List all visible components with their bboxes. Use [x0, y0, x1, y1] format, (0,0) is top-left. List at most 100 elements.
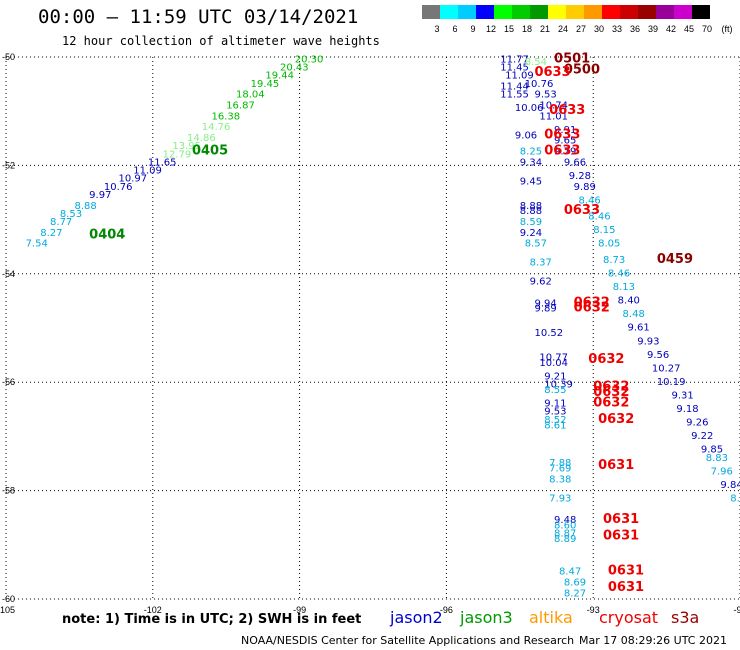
wave-height-label: 11.01 [539, 111, 568, 122]
satellite-legend-s3a: s3a [671, 608, 700, 627]
wave-height-label: 19.45 [251, 79, 280, 90]
pass-time-label: 0631 [608, 580, 644, 595]
wave-height-label: 8.77 [50, 217, 72, 228]
colorbar-label: 30 [594, 24, 604, 34]
colorbar-swatch [512, 5, 530, 19]
satellite-legend-jason3: jason3 [460, 608, 513, 627]
wave-height-label: 9.24 [520, 228, 542, 239]
wave-height-label: 9.22 [691, 431, 713, 442]
wave-height-label: 8.83 [706, 453, 728, 464]
x-tick-label: -105 [0, 605, 15, 615]
colorbar-label: 45 [684, 24, 694, 34]
y-tick-label: -56 [2, 377, 15, 387]
wave-height-label: 7.54 [26, 239, 48, 250]
wave-height-label: 10.76 [104, 182, 133, 193]
pass-time-label: 0633 [544, 127, 580, 142]
wave-height-label: 9.56 [647, 350, 669, 361]
colorbar-swatch [476, 5, 494, 19]
wave-height-label: 10.97 [119, 174, 148, 185]
wave-height-label: 9.48 [554, 515, 576, 526]
wave-height-label: 16.38 [212, 111, 241, 122]
pass-time-label: 0631 [603, 528, 639, 543]
y-tick-label: -54 [2, 269, 15, 279]
colorbar-swatch [602, 5, 620, 19]
wave-height-label: 10.04 [539, 358, 568, 369]
y-tick-label: -52 [2, 160, 15, 170]
wave-height-label: 8.13 [613, 282, 635, 293]
footer-credit: NOAA/NESDIS Center for Satellite Applica… [241, 634, 575, 647]
colorbar-label: 33 [612, 24, 622, 34]
wave-height-label: 8.25 [520, 147, 542, 158]
wave-height-label: 20.30 [295, 54, 324, 65]
x-tick-label: -102 [144, 605, 162, 615]
wave-height-label: 9.31 [671, 390, 693, 401]
wave-height-label: 9.53 [544, 407, 566, 418]
wave-height-label: 11.44 [500, 82, 529, 93]
footer-timestamp: Mar 17 08:29:26 UTC 2021 [579, 634, 727, 647]
colorbar-swatch [566, 5, 584, 19]
pass-time-label: 0632 [593, 379, 629, 394]
pass-time-label: 0632 [588, 352, 624, 367]
wave-height-label: 8.46 [588, 212, 610, 223]
wave-height-label: 10.39 [544, 380, 573, 391]
wave-height-label: 10.74 [539, 100, 568, 111]
pass-time-label: 0633 [564, 203, 600, 218]
pass-time-label: 0632 [574, 295, 610, 310]
pass-time-label: 0632 [574, 301, 610, 316]
chart-title: 00:00 – 11:59 UTC 03/14/2021 [38, 6, 359, 28]
wave-height-label: 11.09 [505, 71, 534, 82]
wave-height-label: 8.53 [60, 209, 82, 220]
colorbar-swatch [620, 5, 638, 19]
x-tick-label: -93 [587, 605, 600, 615]
wave-height-label: 9.61 [627, 323, 649, 334]
footer-note: note: 1) Time is in UTC; 2) SWH is in fe… [62, 612, 362, 627]
wave-height-label: 16.87 [226, 100, 255, 111]
wave-height-label: 18.04 [236, 90, 265, 101]
wave-height-label: 10.76 [525, 79, 554, 90]
x-tick-label: -96 [440, 605, 453, 615]
wave-height-label: 10.77 [539, 353, 568, 364]
wave-height-label: 8.46 [579, 195, 601, 206]
colorbar-swatch [494, 5, 512, 19]
wave-height-label: 8.89 [554, 534, 576, 545]
wave-height-label: 9.94 [534, 298, 556, 309]
wave-height-label: 8.15 [593, 225, 615, 236]
colorbar-label: 9 [470, 24, 475, 34]
colorbar-label: 42 [666, 24, 676, 34]
satellite-legend-cryosat: cryosat [599, 608, 659, 627]
colorbar-label: 6 [452, 24, 457, 34]
colorbar-swatch [530, 5, 548, 19]
chart-subtitle: 12 hour collection of altimeter wave hei… [62, 34, 380, 48]
wave-height-label: 10.52 [534, 328, 563, 339]
colorbar-swatch [692, 5, 710, 19]
wave-height-label: 9.21 [544, 371, 566, 382]
wave-height-label: 9.28 [569, 171, 591, 182]
colorbar-label: 21 [540, 24, 550, 34]
wave-height-label: 8.52 [544, 415, 566, 426]
colorbar-swatch [458, 5, 476, 19]
pass-time-label: 0632 [598, 412, 634, 427]
wave-height-label: 8.88 [520, 201, 542, 212]
wave-height-label: 10.06 [515, 103, 544, 114]
colorbar-swatch [548, 5, 566, 19]
y-tick-label: -50 [2, 52, 15, 62]
colorbar-label: 36 [630, 24, 640, 34]
colorbar-label: 24 [558, 24, 568, 34]
wave-height-label: 8.05 [598, 239, 620, 250]
colorbar-swatch [638, 5, 656, 19]
wave-height-label: 8.40 [618, 296, 640, 307]
colorbar-legend: 3 6 9 12 15 18 21 24 27 30 33 36 39 42 45 70 (ft) [422, 5, 733, 34]
wave-height-label: 11.77 [500, 54, 529, 65]
pass-time-label: 0500 [564, 62, 600, 77]
wave-height-label: 8.37 [530, 258, 552, 269]
colorbar-label: 3 [434, 24, 439, 34]
wave-height-label: 9.89 [574, 182, 596, 193]
wave-height-label: 8.59 [520, 217, 542, 228]
satellite-legend-altika: altika [529, 608, 573, 627]
wave-height-label: 9.11 [544, 399, 566, 410]
colorbar-label: 15 [504, 24, 514, 34]
wave-height-label: 9.85 [701, 445, 723, 456]
colorbar-swatch [674, 5, 692, 19]
wave-height-label: 8.27 [564, 588, 586, 599]
pass-time-label: 0405 [192, 144, 228, 159]
